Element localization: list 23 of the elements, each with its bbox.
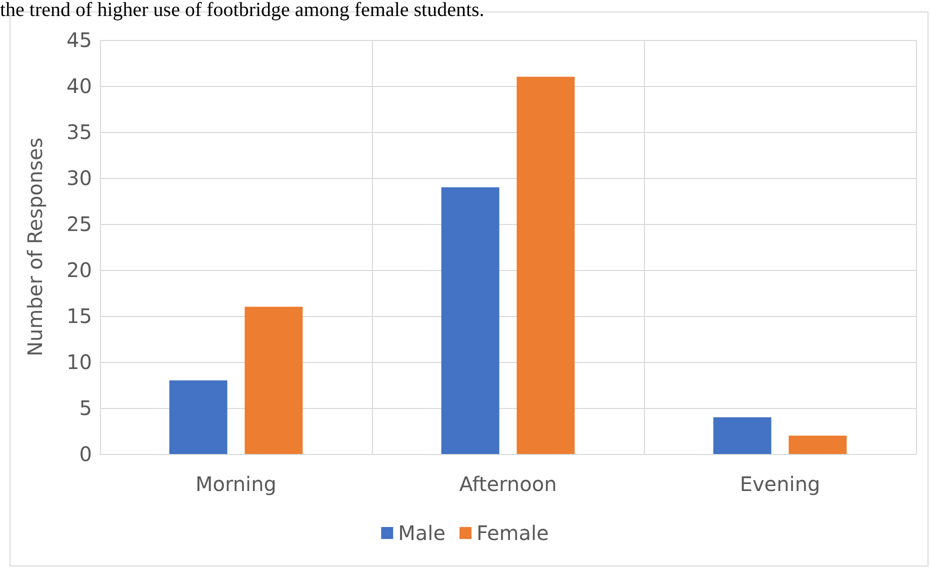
y-axis-title: Number of Responses bbox=[23, 138, 47, 356]
bar bbox=[516, 76, 575, 454]
y-tick-label: 30 bbox=[66, 166, 92, 190]
text: the trend of higher use of footbridge among female students. bbox=[0, 0, 484, 21]
x-tick-label: Afternoon bbox=[459, 472, 557, 496]
y-tick-label: 35 bbox=[66, 120, 92, 144]
y-tick-label: 10 bbox=[66, 350, 92, 374]
bar bbox=[441, 187, 500, 454]
x-tick-label: Evening bbox=[740, 472, 820, 496]
y-tick-label: 45 bbox=[66, 28, 92, 52]
y-tick-label: 40 bbox=[66, 74, 92, 98]
y-tick-label: 25 bbox=[66, 212, 92, 236]
bar bbox=[713, 417, 772, 454]
y-tick-label: 15 bbox=[66, 304, 92, 328]
y-tick-label: 5 bbox=[79, 396, 92, 420]
y-tick-label: 20 bbox=[66, 258, 92, 282]
x-tick-label: Morning bbox=[196, 472, 276, 496]
y-tick-label: 0 bbox=[79, 442, 92, 466]
bar bbox=[169, 380, 228, 454]
bar bbox=[244, 306, 303, 454]
bar bbox=[788, 436, 847, 454]
legend-label: Female bbox=[476, 521, 549, 545]
legend-label: Male bbox=[398, 521, 446, 545]
